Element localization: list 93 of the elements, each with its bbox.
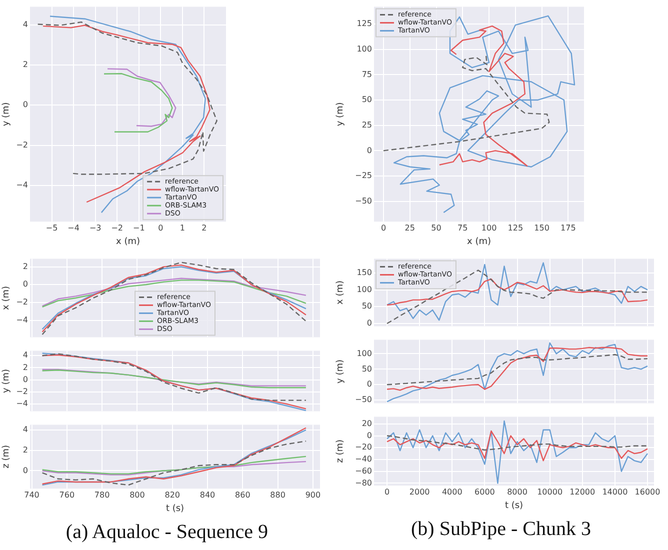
y-tick-label: 2 bbox=[22, 445, 28, 454]
y-tick-label: −60 bbox=[355, 466, 372, 476]
y-tick-label: 0 bbox=[366, 380, 372, 389]
y-axis-title: y (m) bbox=[2, 102, 12, 126]
x-tick-label: 75 bbox=[458, 223, 468, 232]
y-tick-label: −80 bbox=[355, 478, 372, 488]
x-tick-label: 880 bbox=[270, 490, 286, 500]
x-tick-label: 14000 bbox=[602, 487, 628, 496]
x-tick-label: 175 bbox=[560, 223, 576, 232]
x-tick-label: −1 bbox=[132, 223, 145, 232]
x-tick-label: 0 bbox=[158, 223, 164, 232]
x-tick-label: 125 bbox=[508, 223, 524, 232]
line-series bbox=[386, 354, 648, 386]
y-axis-title: z (m) bbox=[336, 440, 346, 463]
x-tick-label: −3 bbox=[89, 223, 102, 232]
y-axis-title: x (m) bbox=[336, 280, 346, 304]
x-tick-label: 150 bbox=[534, 223, 550, 232]
text: (b) SubPipe - Chunk 3 bbox=[410, 518, 592, 541]
y-tick-label: 0 bbox=[366, 318, 372, 328]
y-tick-label: 50 bbox=[362, 95, 372, 104]
x-tick-label: 6000 bbox=[474, 487, 495, 496]
y-tick-label: −50 bbox=[355, 395, 372, 404]
x-tick-label: 740 bbox=[24, 490, 40, 500]
x-tick-label: 16000 bbox=[634, 487, 660, 496]
x-tick-label: 900 bbox=[305, 490, 321, 500]
y-axis-title: x (m) bbox=[2, 286, 12, 310]
y-tick-label: 4 bbox=[22, 20, 28, 29]
x-tick-label: 0 bbox=[380, 223, 386, 232]
line-series bbox=[386, 270, 648, 324]
y-tick-label: 4 bbox=[22, 350, 28, 360]
line-series bbox=[42, 353, 307, 401]
y-tick-label: 0 bbox=[22, 466, 28, 475]
x-tick-label: 50 bbox=[431, 223, 442, 232]
x-tick-label: 4000 bbox=[442, 487, 462, 496]
line-series bbox=[386, 435, 648, 451]
line-series bbox=[42, 440, 307, 486]
x-tick-label: 860 bbox=[235, 490, 250, 500]
x-tick-label: 1 bbox=[180, 223, 185, 232]
line-series bbox=[37, 21, 218, 175]
y-axis-title: y (m) bbox=[2, 369, 12, 393]
y-tick-label: −2 bbox=[16, 298, 28, 307]
y-tick-label: 0 bbox=[22, 374, 28, 384]
x-tick-label: 12000 bbox=[570, 487, 596, 496]
y-tick-label: −50 bbox=[355, 196, 372, 206]
y-tick-label: −4 bbox=[16, 399, 28, 408]
y-tick-label: −25 bbox=[355, 171, 372, 180]
text: (a) Aqualoc - Sequence 9 bbox=[64, 521, 270, 544]
y-tick-label: 4 bbox=[22, 424, 28, 434]
y-tick-label: 0 bbox=[366, 430, 372, 440]
y-tick-label: 0 bbox=[366, 146, 372, 155]
x-tick-label: 820 bbox=[164, 490, 180, 500]
x-axis-title: x (m) bbox=[467, 236, 491, 247]
y-axis-title: z (m) bbox=[2, 445, 12, 468]
x-tick-label: −5 bbox=[46, 223, 58, 232]
y-axis-title: y (m) bbox=[336, 102, 346, 126]
y-tick-label: −20 bbox=[355, 442, 372, 452]
y-tick-label: −2 bbox=[16, 140, 28, 150]
x-tick-label: 760 bbox=[59, 490, 75, 500]
y-tick-label: 75 bbox=[362, 70, 372, 79]
x-tick-label: 780 bbox=[94, 490, 110, 500]
x-tick-label: −4 bbox=[68, 223, 80, 232]
y-tick-label: 2 bbox=[22, 362, 28, 372]
y-tick-label: 20 bbox=[362, 418, 372, 428]
x-tick-label: 10000 bbox=[537, 487, 563, 496]
y-tick-label: 2 bbox=[22, 60, 28, 70]
y-tick-label: 25 bbox=[362, 120, 372, 130]
y-tick-label: 100 bbox=[356, 44, 372, 54]
y-tick-label: 2 bbox=[22, 262, 28, 271]
x-axis-title: x (m) bbox=[116, 236, 140, 247]
x-tick-label: 800 bbox=[130, 490, 145, 500]
x-tick-label: 840 bbox=[200, 490, 216, 500]
x-axis-title: t (s) bbox=[166, 504, 184, 514]
y-axis-title: y (m) bbox=[336, 360, 346, 384]
x-tick-label: 100 bbox=[481, 223, 497, 232]
x-tick-label: 25 bbox=[404, 223, 415, 232]
y-tick-label: 150 bbox=[356, 268, 372, 278]
x-tick-label: −2 bbox=[111, 223, 124, 232]
x-tick-label: 8000 bbox=[507, 487, 528, 496]
x-tick-label: 2000 bbox=[409, 487, 430, 496]
x-axis-title: t (s) bbox=[504, 500, 524, 511]
y-tick-label: 125 bbox=[356, 19, 372, 28]
y-tick-label: 50 bbox=[362, 364, 372, 374]
y-tick-label: 0 bbox=[22, 280, 28, 289]
y-tick-label: 100 bbox=[356, 284, 372, 294]
y-tick-label: −4 bbox=[16, 180, 28, 190]
y-tick-label: −2 bbox=[16, 386, 28, 396]
y-tick-label: 0 bbox=[22, 100, 28, 110]
y-tick-label: −40 bbox=[355, 454, 372, 464]
x-tick-label: 2 bbox=[202, 223, 207, 232]
y-tick-label: 100 bbox=[356, 348, 372, 358]
y-tick-label: 50 bbox=[362, 302, 372, 311]
y-tick-label: −4 bbox=[16, 315, 28, 324]
x-tick-label: 0 bbox=[384, 487, 390, 496]
